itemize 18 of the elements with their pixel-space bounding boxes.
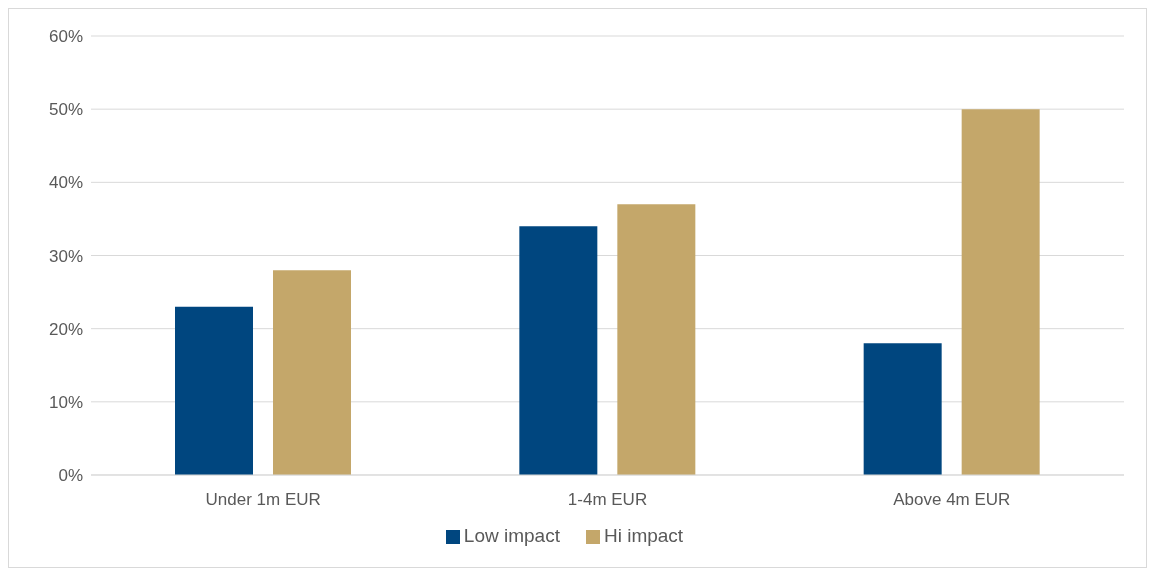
y-tick-label: 40% [48, 173, 83, 193]
x-tick-label: Above 4m EUR [893, 490, 1011, 510]
legend-label: Hi impact [603, 525, 684, 546]
bar [273, 270, 351, 475]
y-tick-label: 50% [48, 100, 83, 120]
y-tick-label: 20% [48, 319, 83, 339]
x-tick-label: Under 1m EUR [205, 490, 321, 510]
x-tick-label: 1-4m EUR [567, 490, 648, 510]
y-tick-label: 0% [58, 466, 83, 486]
bar [519, 226, 598, 475]
legend-label: Low impact [463, 525, 560, 546]
y-tick-label: 60% [48, 27, 83, 47]
y-tick-label: 10% [48, 392, 83, 412]
bar [863, 343, 942, 475]
bar [617, 204, 696, 475]
bar [175, 306, 253, 475]
y-tick-label: 30% [48, 246, 83, 266]
bar [961, 109, 1040, 475]
